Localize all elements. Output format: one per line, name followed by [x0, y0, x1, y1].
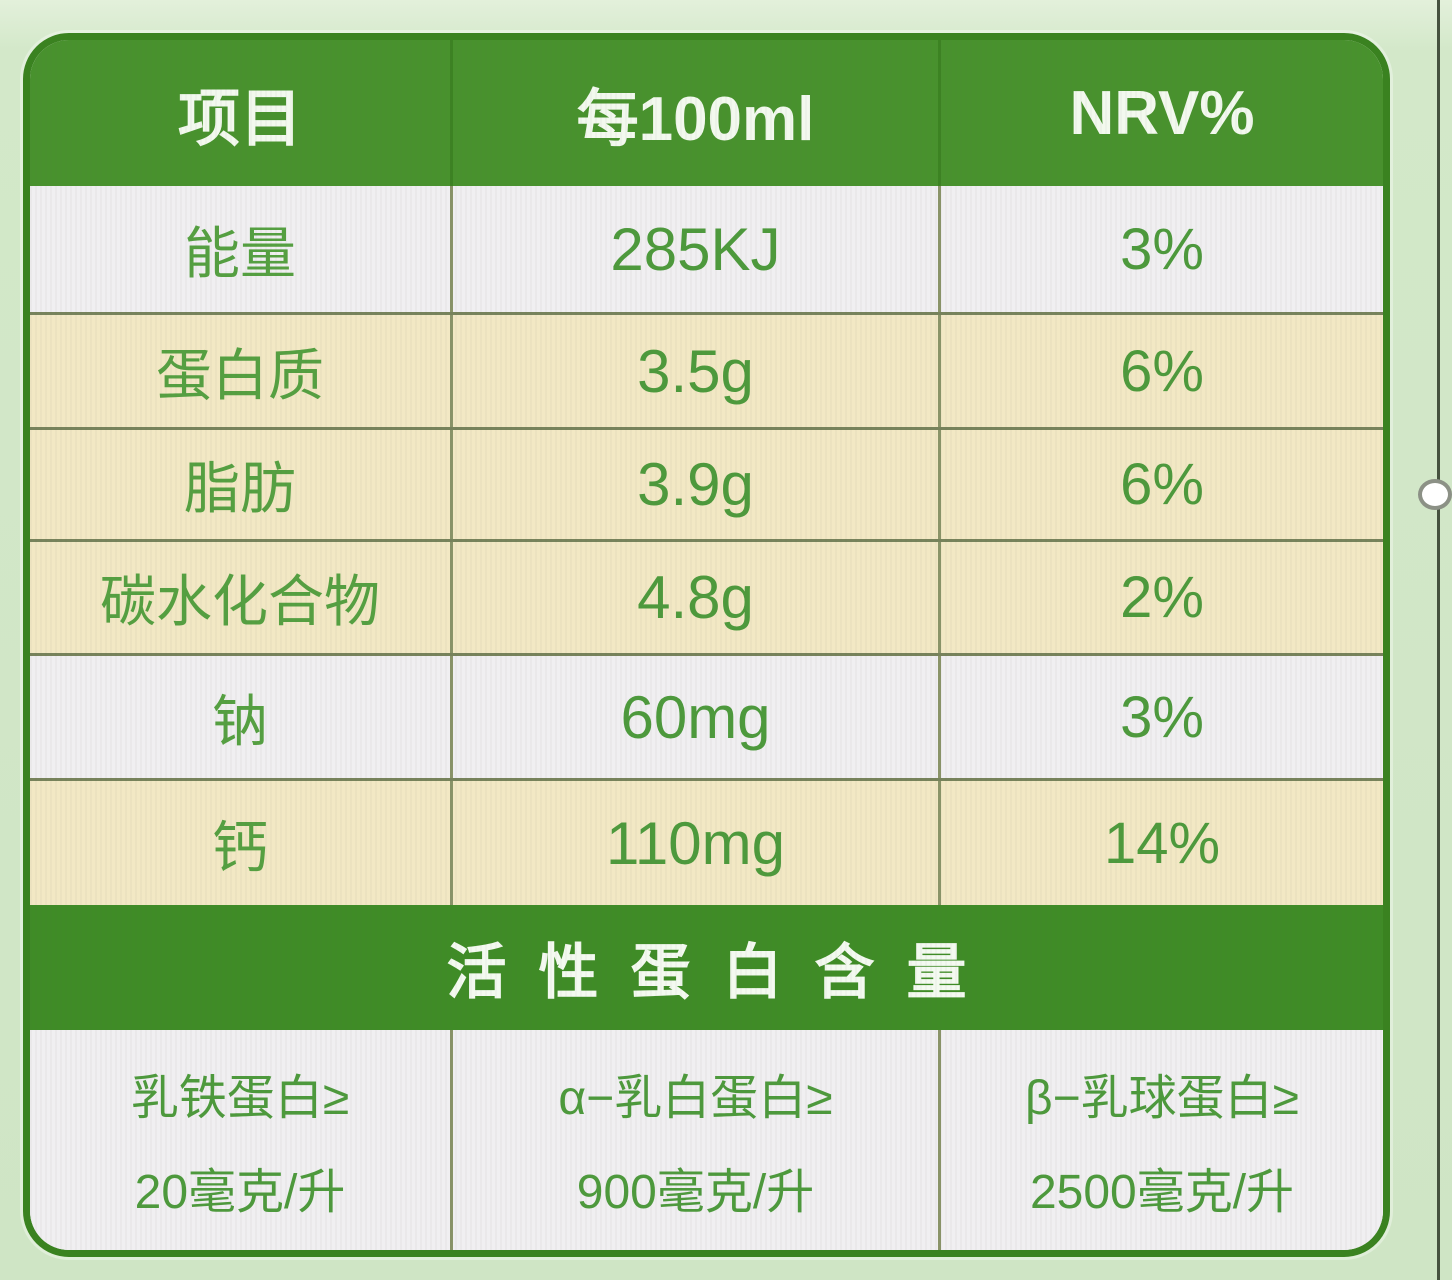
nutrient-name: 脂肪 — [184, 457, 296, 520]
protein-name: α−乳白蛋白≥ — [558, 1072, 833, 1125]
protein-name: 乳铁蛋白≥ — [130, 1072, 350, 1125]
table-header-row: 项目 每100ml NRV% — [30, 40, 1383, 186]
nutrient-amount: 110mg — [450, 781, 938, 905]
nutrient-name: 钙 — [212, 815, 268, 879]
protein-name: β−乳球蛋白≥ — [1025, 1072, 1299, 1125]
active-protein-cell: 乳铁蛋白≥ 20毫克/升 — [30, 1030, 450, 1250]
nutrient-amount: 285KJ — [450, 186, 938, 312]
active-protein-cell: α−乳白蛋白≥ 900毫克/升 — [450, 1030, 938, 1250]
table-row: 脂肪 3.9g 6% — [30, 427, 1383, 539]
header-item-column: 项目 — [177, 85, 302, 154]
nutrient-amount: 3.9g — [450, 430, 938, 539]
active-protein-cell: β−乳球蛋白≥ 2500毫克/升 — [938, 1030, 1383, 1250]
nutrient-nrv: 2% — [938, 542, 1383, 653]
nutrient-nrv: 3% — [938, 186, 1383, 312]
table-row: 能量 285KJ 3% — [30, 186, 1383, 312]
protein-value: 20毫克/升 — [134, 1166, 346, 1219]
table-row: 蛋白质 3.5g 6% — [30, 312, 1383, 427]
nutrient-amount: 4.8g — [450, 542, 938, 653]
header-nrv-column: NRV% — [938, 40, 1383, 186]
protein-value: 2500毫克/升 — [1029, 1166, 1295, 1219]
nutrient-nrv: 14% — [938, 781, 1383, 905]
nutrient-name: 蛋白质 — [156, 343, 324, 407]
nutrient-nrv: 3% — [938, 656, 1383, 778]
section-title: 活性蛋白含量 — [446, 939, 999, 1006]
nutrition-facts-table: 项目 每100ml NRV% 能量 285KJ 3% 蛋白质 3.5g 6% 脂… — [23, 33, 1390, 1257]
nutrient-name: 钠 — [212, 689, 268, 753]
nutrient-amount: 60mg — [450, 656, 938, 778]
header-per-100ml-column: 每100ml — [450, 40, 938, 186]
nutrient-nrv: 6% — [938, 315, 1383, 427]
nutrient-nrv: 6% — [938, 430, 1383, 539]
protein-value: 900毫克/升 — [576, 1166, 815, 1219]
active-protein-row: 乳铁蛋白≥ 20毫克/升 α−乳白蛋白≥ 900毫克/升 β−乳球蛋白≥ 250… — [30, 1030, 1383, 1250]
crop-drag-handle[interactable] — [1418, 479, 1452, 510]
nutrient-name: 碳水化合物 — [100, 570, 380, 633]
nutrient-amount: 3.5g — [450, 315, 938, 427]
crop-guide-line — [1437, 0, 1440, 1280]
table-row: 钙 110mg 14% — [30, 778, 1383, 905]
active-protein-section-header: 活性蛋白含量 — [30, 905, 1383, 1030]
table-row: 钠 60mg 3% — [30, 653, 1383, 778]
nutrient-name: 能量 — [184, 221, 296, 285]
table-row: 碳水化合物 4.8g 2% — [30, 539, 1383, 653]
